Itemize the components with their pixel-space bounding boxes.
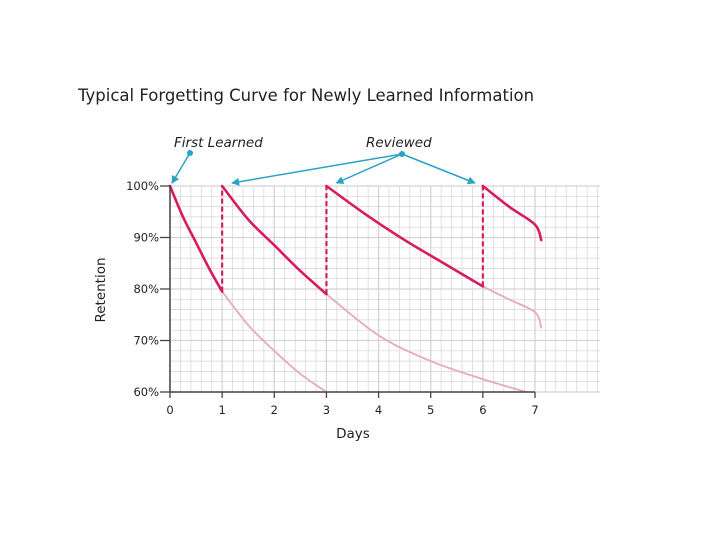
without-review-curve: [221, 290, 328, 392]
y-tick-label: 70%: [133, 334, 159, 348]
retention-curve: [325, 184, 485, 288]
annotation-arrow: [335, 153, 403, 184]
annotation-arrow: [401, 153, 476, 185]
x-tick-label: 5: [427, 403, 434, 417]
y-tick-label: 60%: [133, 385, 159, 399]
x-axis-label: Days: [336, 426, 370, 442]
x-tick-label: 4: [375, 403, 382, 417]
x-tick-label: 2: [271, 403, 278, 417]
annotation-label: Reviewed: [366, 135, 432, 151]
without-review-curve: [325, 293, 530, 392]
y-tick-label: 100%: [126, 179, 159, 193]
annotation-label: First Learned: [174, 135, 263, 151]
annotation-arrow: [231, 153, 403, 186]
y-axis-label: Retention: [93, 257, 109, 322]
retention-curve: [168, 184, 224, 293]
annotations: First Learned Reviewed: [171, 135, 476, 186]
without-review-curves: [221, 285, 543, 392]
x-tick-label: 0: [166, 403, 173, 417]
retention-curves: [168, 184, 543, 296]
annotation-arrow: [171, 152, 191, 184]
axes: 60% 70% 80% 90% 100% 0 1 2 3 4 5 6 7: [126, 179, 539, 417]
x-tick-label: 3: [323, 403, 330, 417]
grid: [169, 185, 600, 393]
chart-title: Typical Forgetting Curve for Newly Learn…: [77, 86, 534, 105]
retention-curve: [481, 184, 543, 242]
retention-curve: [220, 184, 328, 296]
y-tick-label: 80%: [133, 282, 159, 296]
without-review-curve: [481, 285, 543, 329]
x-tick-label: 7: [531, 403, 538, 417]
x-tick-label: 1: [218, 403, 225, 417]
y-tick-label: 90%: [133, 231, 159, 245]
x-tick-label: 6: [479, 403, 486, 417]
